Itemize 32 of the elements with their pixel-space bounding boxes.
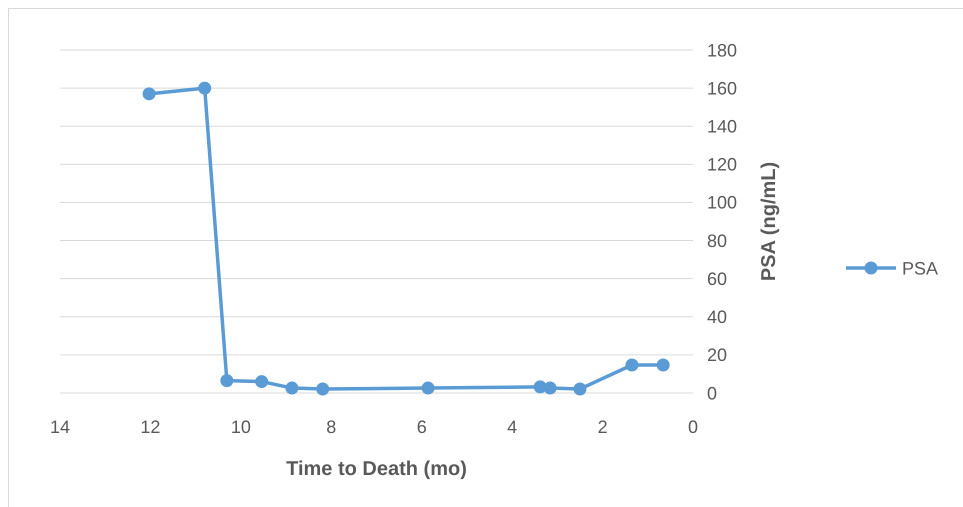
y-tick-label: 120 — [707, 154, 738, 175]
y-tick-label: 140 — [707, 116, 738, 137]
x-tick-label: 10 — [230, 417, 251, 437]
point — [544, 382, 557, 395]
y-tick-label: 180 — [707, 40, 738, 60]
y-tick-label: 80 — [707, 230, 728, 251]
point — [625, 358, 638, 372]
x-tick-label: 8 — [326, 417, 336, 437]
y-tick-label: 160 — [707, 78, 738, 98]
point — [573, 382, 586, 396]
legend-label: PSA — [902, 258, 938, 278]
point — [316, 382, 330, 396]
x-tick-label: 0 — [688, 417, 698, 437]
point — [255, 375, 268, 388]
x-tick-label: 14 — [50, 417, 70, 437]
x-axis-title: Time to Death (mo) — [286, 458, 467, 480]
y-axis-title: PSA (ng/mL) — [758, 162, 780, 282]
y-tick-label: 40 — [707, 307, 728, 328]
point — [220, 374, 234, 388]
x-tick-label: 2 — [598, 417, 608, 437]
x-tick-label: 6 — [416, 417, 427, 437]
point — [198, 82, 212, 95]
y-tick-label: 20 — [707, 345, 728, 366]
point — [656, 358, 670, 372]
y-tick-label: 0 — [707, 383, 718, 404]
y-tick-label: 100 — [707, 192, 738, 213]
y-tick-label: 60 — [707, 268, 728, 289]
x-tick-label: 4 — [507, 417, 518, 437]
point — [142, 87, 156, 100]
x-tick-label: 12 — [140, 417, 160, 437]
point — [422, 382, 435, 395]
point — [285, 382, 298, 395]
